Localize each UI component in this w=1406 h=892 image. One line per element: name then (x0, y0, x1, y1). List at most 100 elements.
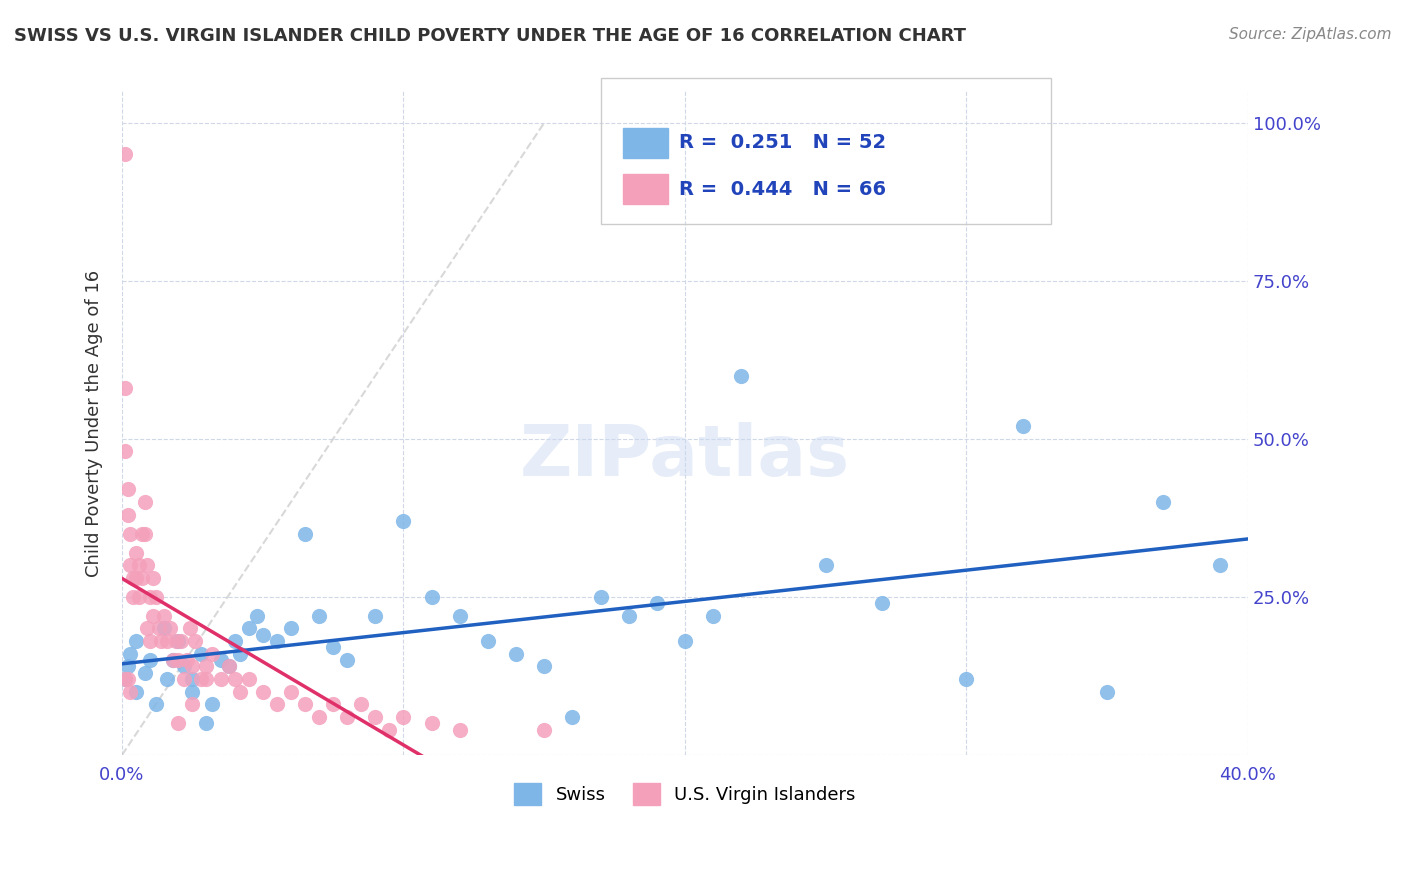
Point (134, 495, 156, 509)
Y-axis label: Child Poverty Under the Age of 16: Child Poverty Under the Age of 16 (86, 269, 103, 576)
Point (167, 653, 190, 667)
Point (117, 483, 139, 497)
Point (117, 659, 139, 673)
Legend: Swiss, U.S. Virgin Islanders: Swiss, U.S. Virgin Islanders (508, 776, 863, 813)
Point (955, 672, 977, 686)
Point (153, 608, 176, 623)
Point (1011, 419, 1033, 434)
Point (1095, 684, 1118, 698)
Point (179, 622, 201, 636)
Point (252, 628, 274, 642)
Point (378, 723, 401, 737)
Point (294, 698, 316, 712)
Point (145, 698, 167, 712)
Point (190, 647, 212, 661)
Point (392, 710, 415, 724)
Point (170, 634, 193, 648)
Point (114, 672, 136, 686)
Point (229, 684, 252, 698)
Point (131, 526, 153, 541)
Point (533, 659, 555, 673)
Point (308, 710, 330, 724)
Point (114, 444, 136, 458)
Point (148, 622, 170, 636)
Point (561, 710, 583, 724)
Point (589, 590, 612, 604)
Point (125, 571, 148, 585)
Point (420, 716, 443, 731)
Point (167, 716, 190, 731)
Point (322, 640, 344, 655)
Point (142, 571, 165, 585)
Point (120, 526, 142, 541)
Point (201, 647, 224, 661)
Point (184, 634, 207, 648)
Point (280, 684, 302, 698)
Point (142, 608, 165, 623)
Point (136, 558, 159, 573)
Point (122, 590, 145, 604)
Point (114, 381, 136, 395)
Text: Source: ZipAtlas.com: Source: ZipAtlas.com (1229, 27, 1392, 42)
Point (139, 590, 162, 604)
Point (218, 659, 240, 673)
Point (209, 653, 232, 667)
Point (814, 558, 837, 573)
Point (449, 723, 471, 737)
Point (114, 147, 136, 161)
Point (533, 723, 555, 737)
Point (294, 526, 316, 541)
Point (266, 634, 288, 648)
Point (167, 634, 190, 648)
Point (122, 571, 145, 585)
Point (114, 672, 136, 686)
Point (134, 526, 156, 541)
Point (181, 684, 204, 698)
Point (420, 590, 443, 604)
Point (229, 647, 252, 661)
Point (449, 608, 471, 623)
Point (131, 571, 153, 585)
Point (224, 634, 246, 648)
Point (139, 653, 162, 667)
Point (173, 672, 195, 686)
Point (195, 716, 218, 731)
Point (139, 634, 162, 648)
Point (117, 672, 139, 686)
Point (350, 698, 373, 712)
Text: R =  0.251   N = 52: R = 0.251 N = 52 (679, 134, 886, 153)
Point (120, 558, 142, 573)
Point (645, 596, 668, 610)
Point (218, 659, 240, 673)
Point (162, 653, 184, 667)
Point (136, 622, 159, 636)
Point (238, 672, 260, 686)
Point (280, 622, 302, 636)
Point (125, 684, 148, 698)
Point (238, 622, 260, 636)
Point (162, 653, 184, 667)
Point (505, 647, 527, 661)
Point (181, 659, 204, 673)
Point (246, 608, 269, 623)
Point (336, 653, 359, 667)
Point (477, 634, 499, 648)
Point (336, 710, 359, 724)
Point (201, 698, 224, 712)
Point (673, 634, 696, 648)
Point (145, 590, 167, 604)
Point (364, 710, 387, 724)
Point (617, 608, 640, 623)
Point (120, 684, 142, 698)
Point (125, 634, 148, 648)
Point (702, 608, 724, 623)
Point (252, 684, 274, 698)
Point (1208, 558, 1230, 573)
Point (173, 659, 195, 673)
FancyBboxPatch shape (623, 128, 668, 158)
Point (181, 672, 204, 686)
Text: R =  0.444   N = 66: R = 0.444 N = 66 (679, 180, 886, 199)
Point (128, 558, 150, 573)
FancyBboxPatch shape (623, 174, 668, 204)
Point (159, 622, 181, 636)
